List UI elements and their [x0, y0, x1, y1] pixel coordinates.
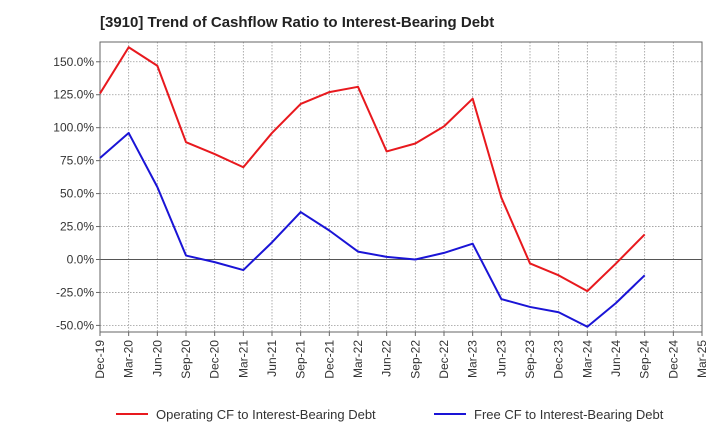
y-tick-label: 0.0% — [67, 253, 95, 267]
x-tick-label: Sep-23 — [523, 340, 537, 379]
x-tick-label: Mar-21 — [236, 340, 250, 378]
x-tick-label: Dec-20 — [208, 340, 222, 379]
y-tick-label: 125.0% — [53, 88, 94, 102]
y-tick-label: 100.0% — [53, 121, 94, 135]
y-tick-label: -25.0% — [56, 285, 94, 299]
y-tick-label: 25.0% — [60, 220, 94, 234]
x-tick-label: Mar-24 — [580, 340, 594, 378]
x-tick-label: Jun-22 — [380, 340, 394, 377]
x-tick-label: Dec-19 — [93, 340, 107, 379]
x-tick-label: Dec-22 — [437, 340, 451, 379]
x-tick-label: Jun-21 — [265, 340, 279, 377]
x-tick-label: Sep-24 — [638, 340, 652, 379]
x-tick-label: Dec-23 — [552, 340, 566, 379]
y-tick-label: 75.0% — [60, 154, 94, 168]
chart-title: [3910] Trend of Cashflow Ratio to Intere… — [100, 14, 495, 31]
series-line-1 — [99, 46, 646, 293]
x-tick-label: Mar-20 — [122, 340, 136, 378]
legend-label-2: Free CF to Interest-Bearing Debt — [474, 407, 664, 422]
x-tick-label: Jun-23 — [494, 340, 508, 377]
x-tick-label: Sep-20 — [179, 340, 193, 379]
x-tick-label: Mar-23 — [466, 340, 480, 378]
x-tick-label: Sep-21 — [294, 340, 308, 379]
x-tick-label: Dec-24 — [666, 340, 680, 379]
x-tick-label: Dec-21 — [322, 340, 336, 379]
x-tick-label: Mar-22 — [351, 340, 365, 378]
series-line-2 — [99, 131, 646, 328]
y-tick-label: -50.0% — [56, 318, 94, 332]
x-tick-label: Mar-25 — [695, 340, 709, 378]
plot-area — [100, 42, 702, 332]
x-tick-label: Sep-22 — [408, 340, 422, 379]
legend-label-1: Operating CF to Interest-Bearing Debt — [156, 407, 376, 422]
plot-frame — [99, 41, 703, 333]
y-tick-label: 50.0% — [60, 187, 94, 201]
y-tick-label: 150.0% — [53, 55, 94, 69]
x-tick-label: Jun-24 — [609, 340, 623, 377]
x-tick-label: Jun-20 — [150, 340, 164, 377]
